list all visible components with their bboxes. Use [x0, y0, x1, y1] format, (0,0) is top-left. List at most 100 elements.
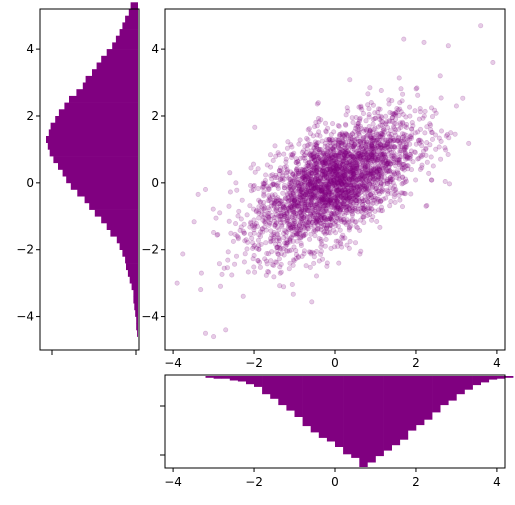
scatter-point: [376, 114, 382, 120]
scatter-point: [270, 181, 276, 187]
scatter-point: [267, 152, 273, 158]
scatter-point: [429, 136, 435, 142]
scatter-point: [347, 151, 353, 157]
scatter-point: [417, 166, 423, 172]
scatter-point: [312, 182, 318, 188]
scatter-point: [336, 154, 342, 160]
scatter-point: [324, 183, 330, 189]
scatter-point: [387, 203, 393, 209]
scatter-point: [247, 203, 253, 209]
scatter-point: [383, 137, 389, 143]
scatter-point: [378, 171, 384, 177]
scatter-point: [262, 256, 268, 262]
scatter-point: [327, 222, 333, 228]
scatter-point: [291, 178, 297, 184]
scatter-point: [219, 271, 225, 277]
scatter-point: [343, 210, 349, 216]
scatter-point: [350, 205, 356, 211]
scatter-point: [372, 195, 378, 201]
scatter-point: [316, 119, 322, 125]
scatter-point: [328, 160, 334, 166]
y-histogram-bar: [47, 142, 138, 150]
y-histogram-bar: [130, 2, 138, 10]
scatter-point: [377, 133, 383, 139]
scatter-point: [348, 133, 354, 139]
x-histogram-bar: [440, 376, 449, 406]
y-histogram-bar: [136, 316, 138, 324]
scatter-point: [324, 263, 330, 269]
scatter-point: [478, 23, 484, 29]
scatter-point: [322, 171, 328, 177]
scatter-point: [371, 141, 377, 147]
scatter-point: [402, 123, 408, 129]
scatter-point: [286, 184, 292, 190]
scatter-point: [303, 263, 309, 269]
scatter-panel: −4 −2 0 2 4 −4 −2 0 2 4: [141, 8, 506, 370]
scatter-point: [311, 250, 317, 256]
scatter-point: [312, 233, 318, 239]
scatter-point: [296, 141, 302, 147]
scatter-point: [276, 201, 282, 207]
scatter-point: [301, 174, 307, 180]
scatter-point: [301, 148, 307, 154]
scatter-point: [272, 143, 278, 149]
scatter-point: [271, 262, 277, 268]
scatter-point: [211, 230, 217, 236]
scatter-point: [270, 182, 276, 188]
scatter-point: [302, 201, 308, 207]
scatter-point: [378, 88, 384, 94]
scatter-point: [291, 201, 297, 207]
scatter-point: [342, 205, 348, 211]
scatter-point: [251, 161, 257, 167]
scatter-x-tick-label: 2: [412, 356, 420, 370]
scatter-point: [334, 198, 340, 204]
scatter-point: [365, 213, 371, 219]
scatter-point: [247, 231, 253, 237]
scatter-point: [341, 145, 347, 151]
scatter-point: [386, 159, 392, 165]
scatter-point: [393, 127, 399, 133]
scatter-point: [396, 75, 402, 81]
scatter-point: [268, 258, 274, 264]
scatter-point: [290, 238, 296, 244]
scatter-point: [367, 192, 373, 198]
y-histogram-y-tick-label: 2: [26, 109, 34, 123]
y-histogram-bar: [122, 249, 138, 257]
scatter-point: [312, 139, 318, 145]
scatter-point: [381, 153, 387, 159]
scatter-point: [221, 265, 227, 271]
x-histogram-x-tick-label: −4: [164, 475, 182, 489]
scatter-point: [322, 231, 328, 237]
scatter-point: [284, 210, 290, 216]
scatter-point: [423, 203, 429, 209]
scatter-point: [305, 177, 311, 183]
scatter-point: [296, 227, 302, 233]
scatter-point: [438, 128, 444, 134]
x-histogram-bar: [229, 376, 239, 381]
scatter-point: [281, 151, 287, 157]
scatter-point: [371, 158, 377, 164]
scatter-point: [428, 154, 434, 160]
y-histogram-bar: [49, 149, 139, 157]
scatter-point: [394, 170, 400, 176]
scatter-point: [358, 144, 364, 150]
scatter-point: [388, 199, 394, 205]
scatter-point: [263, 240, 269, 246]
scatter-point: [305, 176, 311, 182]
scatter-point: [344, 153, 350, 159]
scatter-point: [412, 108, 418, 114]
scatter-point: [369, 217, 375, 223]
scatter-point: [331, 220, 337, 226]
scatter-point: [332, 171, 338, 177]
scatter-point: [333, 166, 339, 172]
scatter-point: [335, 199, 341, 205]
scatter-point: [368, 171, 374, 177]
y-histogram-y-tick-label: −2: [16, 243, 34, 257]
scatter-point: [328, 197, 334, 203]
scatter-point: [297, 137, 303, 143]
x-histogram-bar: [448, 376, 457, 401]
scatter-point: [279, 178, 285, 184]
scatter-point: [366, 186, 372, 192]
scatter-point: [338, 151, 344, 157]
scatter-point: [460, 95, 466, 101]
